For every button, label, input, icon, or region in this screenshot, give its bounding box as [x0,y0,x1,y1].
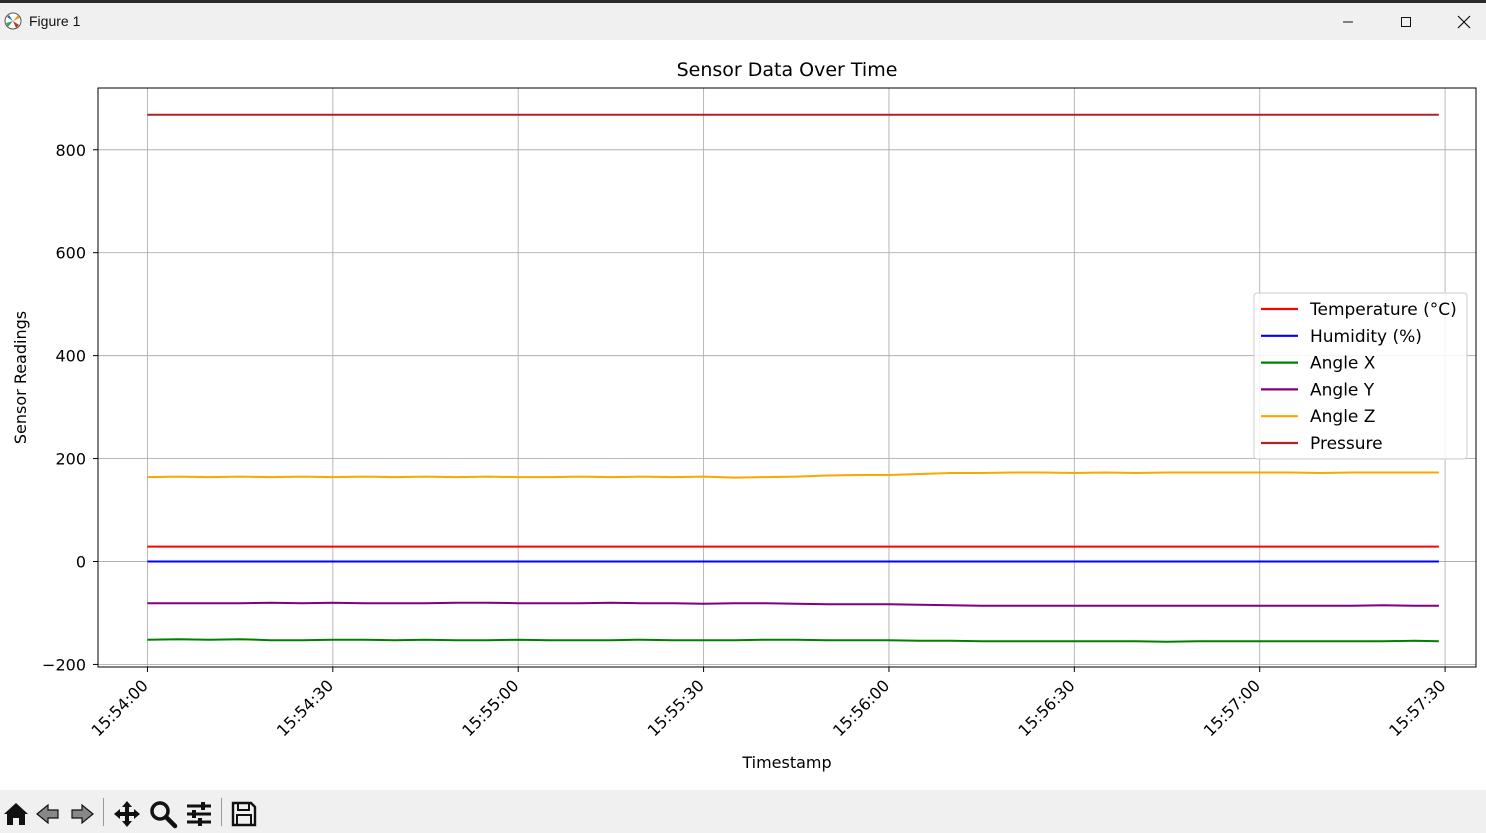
back-button[interactable] [32,798,64,830]
maximize-button[interactable] [1377,3,1435,40]
legend-label: Humidity (%) [1310,327,1422,347]
y-tick-label: 600 [55,244,86,263]
configure-subplots-button[interactable] [183,798,215,830]
x-tick-label: 15:55:30 [644,676,708,740]
window-titlebar[interactable]: Figure 1 [0,3,1486,40]
toolbar-separator [221,798,222,826]
series-line[interactable] [147,601,1439,607]
minimize-button[interactable] [1319,3,1377,40]
chart-title: Sensor Data Over Time [677,59,898,81]
legend-box [1253,292,1468,460]
pan-button[interactable] [111,798,143,830]
toolbar-separator [103,798,104,826]
close-icon [1457,15,1471,28]
series-line[interactable] [147,471,1439,479]
x-tick-label: 15:54:00 [87,676,151,740]
axes-frame [97,87,1477,668]
legend-label: Temperature (°C) [1309,300,1457,320]
x-tick-label: 15:57:30 [1385,676,1449,740]
x-tick-label: 15:56:00 [829,676,893,740]
zoom-icon [150,801,178,829]
home-icon [4,803,28,825]
matplotlib-logo-icon [4,12,22,30]
x-tick-label: 15:55:00 [458,676,522,740]
y-tick-label: 200 [55,450,86,469]
legend-label: Angle Y [1310,380,1375,400]
window-title: Figure 1 [29,13,81,29]
legend-label: Pressure [1310,434,1383,454]
series-line[interactable] [147,638,1439,643]
save-icon [231,801,257,827]
close-button[interactable] [1435,3,1486,40]
legend-label: Angle X [1310,354,1376,374]
forward-icon [71,803,94,825]
y-tick-label: 0 [76,552,86,571]
back-icon [36,803,59,825]
x-tick-label: 15:57:00 [1200,676,1264,740]
top-strip [0,0,1486,3]
zoom-button[interactable] [147,798,179,830]
y-tick-label: 400 [55,347,86,366]
legend-label: Angle Z [1310,407,1375,427]
pan-icon [114,801,140,827]
line-chart[interactable]: −200 0 200 400 600 800 15:54:00 15:54:30 15:55:0… [0,40,1486,790]
y-axis-label: Sensor Readings [11,311,30,444]
maximize-icon [1401,16,1411,27]
x-tick-label: 15:54:30 [273,676,337,740]
configure-subplots-icon [187,802,211,826]
navigation-toolbar [0,790,1486,833]
x-axis-label: Timestamp [741,753,831,772]
minimize-icon [1343,21,1353,22]
plot-background [98,88,1476,667]
x-tick-label: 15:56:30 [1014,676,1078,740]
home-button[interactable] [0,798,32,830]
y-tick-label: −200 [42,655,86,674]
y-tick-label: 800 [55,141,86,160]
save-button[interactable] [228,798,260,830]
forward-button[interactable] [66,798,98,830]
figure-canvas[interactable]: −200 0 200 400 600 800 15:54:00 15:54:30 15:55:0… [0,40,1486,790]
